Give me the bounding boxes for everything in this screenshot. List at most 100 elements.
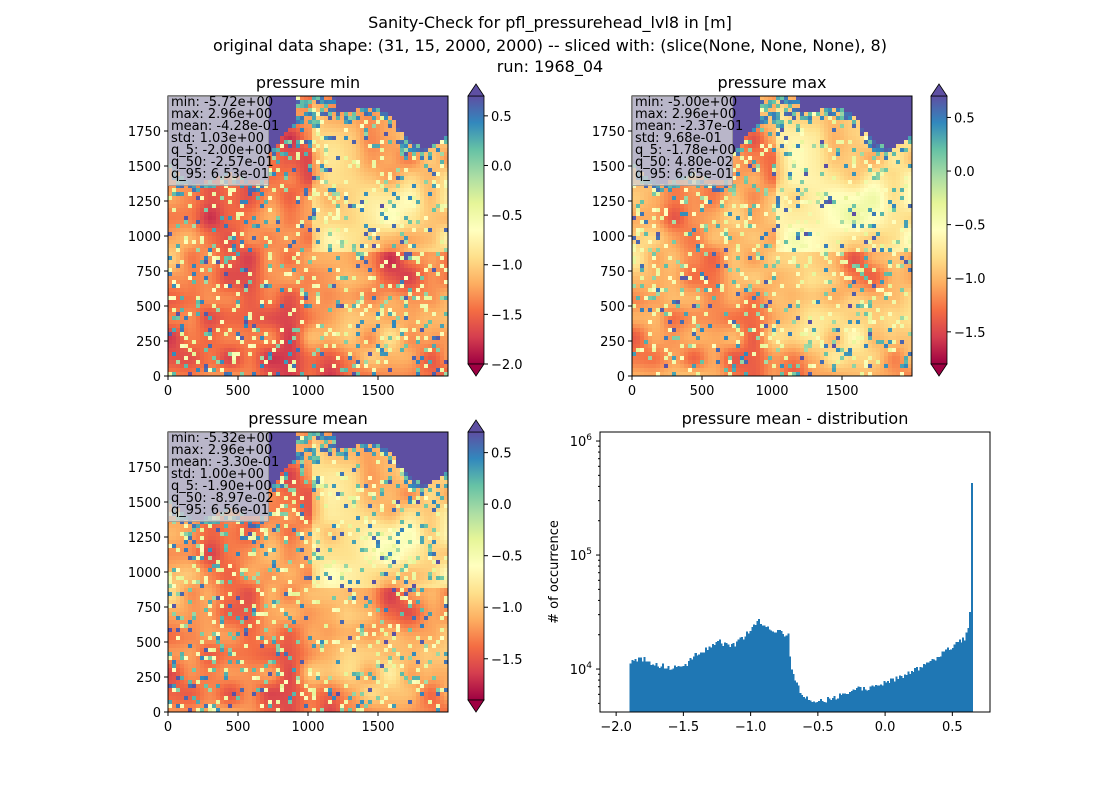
- heatmap-cell: [332, 164, 336, 168]
- heatmap-cell: [420, 364, 424, 368]
- heatmap-cell: [412, 224, 416, 228]
- heatmap-cell: [408, 288, 412, 292]
- heatmap-cell: [252, 260, 256, 264]
- heatmap-cell: [168, 264, 172, 268]
- heatmap-cell: [352, 200, 356, 204]
- heatmap-cell: [424, 268, 428, 272]
- heatmap-cell: [376, 364, 380, 368]
- heatmap-cell: [336, 268, 340, 272]
- heatmap-cell: [436, 300, 440, 304]
- heatmap-cell: [332, 264, 336, 268]
- heatmap-cell: [348, 320, 352, 324]
- heatmap-cell: [296, 256, 300, 260]
- heatmap-cell: [244, 280, 248, 284]
- heatmap-cell: [200, 340, 204, 344]
- heatmap-cell: [284, 128, 288, 132]
- heatmap-cell: [328, 156, 332, 160]
- heatmap-cell: [396, 352, 400, 356]
- heatmap-cell: [404, 332, 408, 336]
- heatmap-cell: [340, 304, 344, 308]
- heatmap-cell: [440, 128, 444, 132]
- heatmap-cell: [264, 340, 268, 344]
- heatmap-cell: [220, 324, 224, 328]
- heatmap-cell: [428, 256, 432, 260]
- heatmap-cell: [184, 316, 188, 320]
- heatmap-cell: [348, 332, 352, 336]
- heatmap-cell: [216, 348, 220, 352]
- heatmap-cell: [404, 292, 408, 296]
- heatmap-cell: [256, 292, 260, 296]
- heatmap-cell: [244, 220, 248, 224]
- heatmap-cell: [432, 200, 436, 204]
- heatmap-cell: [328, 108, 332, 112]
- heatmap-cell: [432, 360, 436, 364]
- heatmap-cell: [424, 332, 428, 336]
- heatmap-cell: [412, 136, 416, 140]
- heatmap-cell: [296, 220, 300, 224]
- heatmap-cell: [332, 316, 336, 320]
- heatmap-cell: [276, 112, 280, 116]
- heatmap-cell: [424, 96, 428, 100]
- heatmap-cell: [308, 192, 312, 196]
- heatmap-cell: [200, 208, 204, 212]
- heatmap-cell: [372, 220, 376, 224]
- heatmap-cell: [376, 284, 380, 288]
- heatmap-cell: [192, 364, 196, 368]
- heatmap-cell: [292, 244, 296, 248]
- heatmap-cell: [404, 308, 408, 312]
- heatmap-cell: [180, 348, 184, 352]
- heatmap-cell: [320, 100, 324, 104]
- heatmap-cell: [228, 340, 232, 344]
- heatmap-cell: [172, 280, 176, 284]
- heatmap-cell: [392, 332, 396, 336]
- heatmap-cell: [336, 232, 340, 236]
- heatmap-cell: [296, 368, 300, 372]
- heatmap-cell: [172, 232, 176, 236]
- heatmap-cell: [388, 264, 392, 268]
- heatmap-cell: [376, 324, 380, 328]
- heatmap-cell: [316, 312, 320, 316]
- heatmap-cell: [304, 236, 308, 240]
- heatmap-cell: [292, 104, 296, 108]
- heatmap-cell: [384, 204, 388, 208]
- heatmap-cell: [336, 296, 340, 300]
- heatmap-cell: [284, 196, 288, 200]
- heatmap-cell: [384, 360, 388, 364]
- heatmap-cell: [384, 304, 388, 308]
- heatmap-cell: [308, 208, 312, 212]
- heatmap-cell: [416, 292, 420, 296]
- heatmap-cell: [312, 184, 316, 188]
- heatmap-cell: [340, 292, 344, 296]
- heatmap-cell: [380, 132, 384, 136]
- heatmap-cell: [328, 236, 332, 240]
- heatmap-cell: [188, 328, 192, 332]
- heatmap-cell: [196, 256, 200, 260]
- heatmap-cell: [308, 160, 312, 164]
- heatmap-cell: [168, 300, 172, 304]
- heatmap-cell: [388, 244, 392, 248]
- heatmap-cell: [364, 308, 368, 312]
- heatmap-cell: [264, 348, 268, 352]
- heatmap-cell: [320, 324, 324, 328]
- heatmap-cell: [332, 304, 336, 308]
- heatmap-cell: [212, 328, 216, 332]
- heatmap-cell: [436, 280, 440, 284]
- heatmap-cell: [260, 220, 264, 224]
- heatmap-cell: [244, 200, 248, 204]
- heatmap-cell: [240, 272, 244, 276]
- heatmap-cell: [296, 308, 300, 312]
- heatmap-cell: [224, 216, 228, 220]
- heatmap-cell: [412, 304, 416, 308]
- heatmap-cell: [228, 360, 232, 364]
- heatmap-cell: [316, 136, 320, 140]
- heatmap-cell: [416, 204, 420, 208]
- heatmap-cell: [428, 124, 432, 128]
- heatmap-cell: [432, 280, 436, 284]
- heatmap-cell: [176, 316, 180, 320]
- heatmap-cell: [252, 368, 256, 372]
- heatmap-cell: [384, 368, 388, 372]
- heatmap-cell: [340, 356, 344, 360]
- heatmap-cell: [344, 300, 348, 304]
- heatmap-cell: [304, 280, 308, 284]
- heatmap-cell: [432, 108, 436, 112]
